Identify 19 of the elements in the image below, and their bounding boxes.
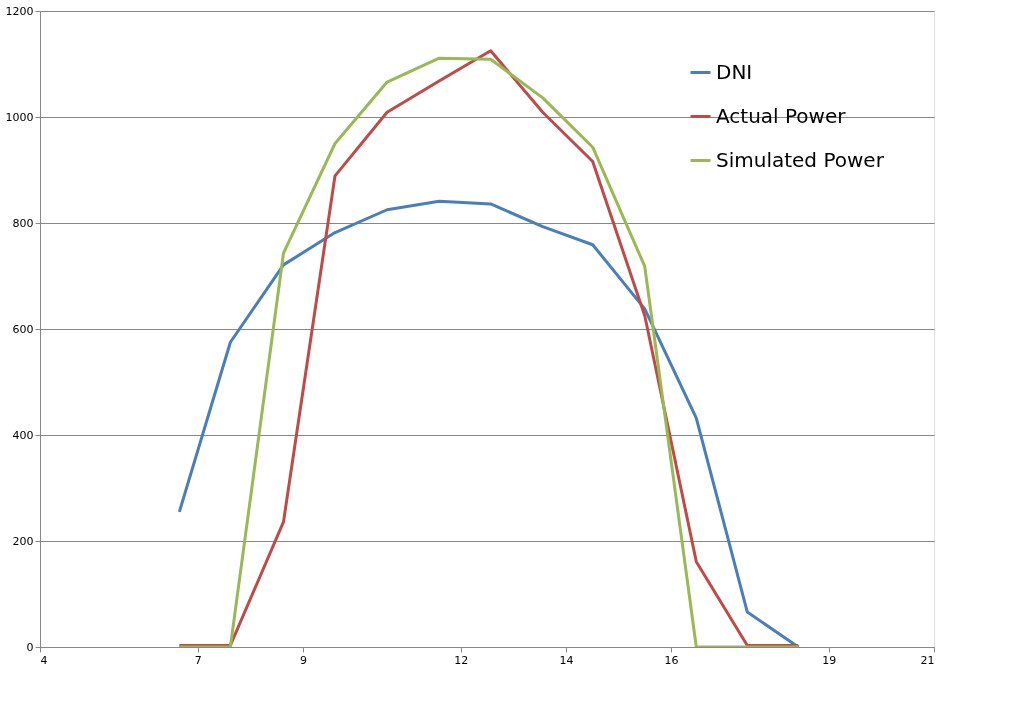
y-tick-label: 200: [12, 534, 34, 548]
y-tick-label: 400: [12, 428, 34, 442]
x-tick-label: 19: [822, 653, 837, 667]
y-tick-label: 1000: [5, 110, 34, 124]
x-tick-label: 9: [299, 653, 307, 667]
legend-label: DNI: [716, 59, 753, 84]
y-tick-label: 0: [26, 640, 34, 654]
y-tick-label: 800: [12, 216, 34, 230]
x-tick-label: 12: [454, 653, 469, 667]
y-tick-label: 1200: [5, 4, 34, 18]
x-tick-label: 16: [664, 653, 679, 667]
x-tick-label: 7: [194, 653, 202, 667]
line-series: [177, 199, 800, 647]
legend-label: Simulated Power: [716, 147, 885, 172]
x-tick-label: 21: [920, 653, 935, 667]
legend-label: Actual Power: [716, 103, 847, 128]
x-tick-label: 14: [559, 653, 574, 667]
y-tick-label: 600: [12, 322, 34, 336]
x-tick-label: 4: [40, 653, 48, 667]
